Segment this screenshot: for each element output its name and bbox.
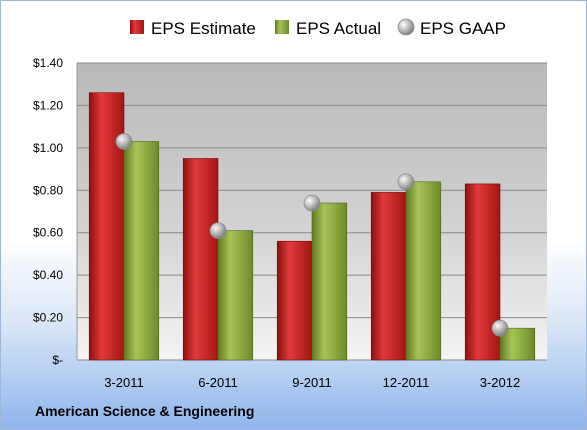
marker-eps-gaap [397, 173, 415, 191]
x-tick-label: 3-2011 [104, 375, 144, 390]
legend-label-eps-actual: EPS Actual [296, 19, 381, 38]
marker-eps-gaap [303, 194, 321, 212]
y-tick-label: $- [52, 353, 63, 367]
x-tick-label: 3-2012 [480, 375, 520, 390]
bar-eps-estimate [276, 240, 313, 361]
markers-layer [115, 133, 509, 337]
bar-eps-actual [405, 181, 442, 361]
x-axis: 3-2011 6-2011 9-2011 12-2011 3-2012 [104, 375, 520, 390]
y-tick-label: $1.40 [33, 56, 63, 70]
legend-swatch-eps-actual [275, 20, 289, 34]
bars-layer [88, 92, 536, 361]
y-axis: $- $0.20 $0.40 $0.60 $0.80 $1.00 $1.20 $1.40 [33, 56, 78, 367]
legend-swatch-eps-estimate [130, 20, 144, 34]
legend-label-eps-estimate: EPS Estimate [151, 19, 256, 38]
x-tick-label: 6-2011 [198, 375, 238, 390]
y-tick-label: $0.80 [33, 183, 63, 197]
y-tick-label: $0.20 [33, 311, 63, 325]
bar-eps-estimate [370, 192, 407, 361]
bar-eps-actual [123, 141, 160, 361]
marker-eps-gaap [115, 133, 133, 150]
marker-eps-gaap [209, 222, 227, 239]
bar-eps-estimate [182, 158, 219, 361]
bar-eps-actual [217, 230, 254, 361]
x-tick-label: 12-2011 [383, 375, 430, 390]
legend: EPS Estimate EPS Actual EPS GAAP [130, 18, 506, 38]
marker-eps-gaap [491, 319, 509, 337]
bar-eps-estimate [88, 92, 125, 361]
legend-label-eps-gaap: EPS GAAP [420, 19, 506, 38]
y-tick-label: $0.40 [33, 268, 63, 282]
y-tick-label: $0.60 [33, 226, 63, 240]
bar-eps-actual [311, 202, 348, 361]
company-name: American Science & Engineering [35, 403, 254, 419]
y-tick-label: $1.00 [33, 141, 63, 155]
x-tick-label: 9-2011 [292, 375, 332, 390]
y-tick-label: $1.20 [33, 98, 63, 112]
legend-marker-eps-gaap [397, 18, 415, 36]
